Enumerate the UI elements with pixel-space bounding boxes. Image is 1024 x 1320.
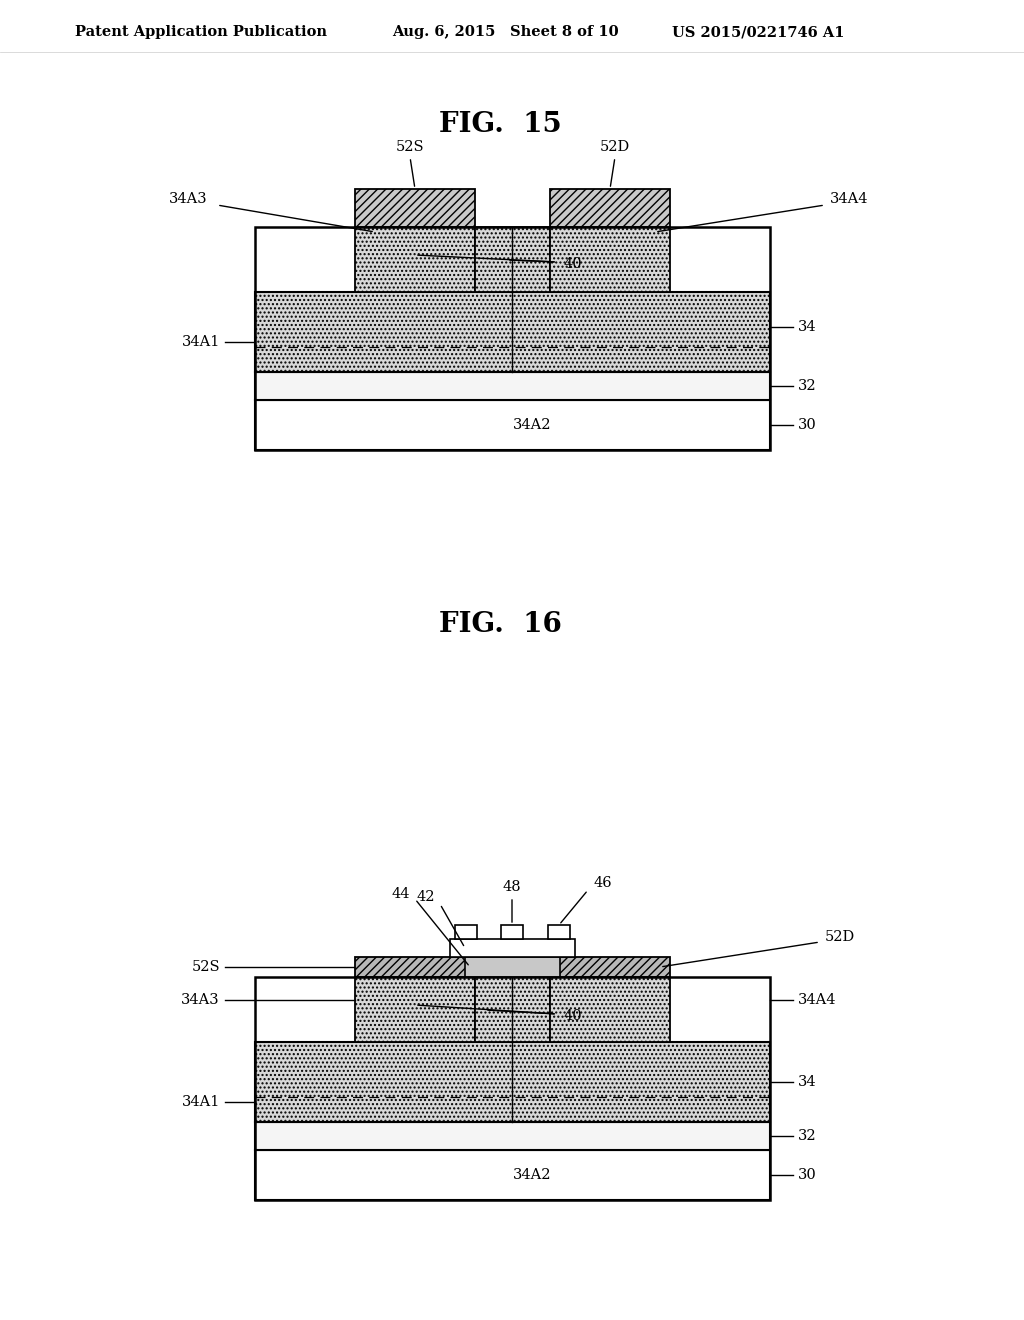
Bar [255, 1122, 770, 1150]
Bar [355, 227, 475, 292]
Bar [255, 400, 770, 450]
Bar [550, 957, 670, 977]
Bar [550, 227, 670, 292]
Text: 48: 48 [503, 880, 521, 894]
Text: 34: 34 [798, 319, 816, 334]
Text: 34A2: 34A2 [513, 1168, 551, 1181]
Bar [355, 189, 475, 227]
Text: FIG.  15: FIG. 15 [438, 111, 561, 139]
Text: 34: 34 [798, 1074, 816, 1089]
Text: 52S: 52S [395, 140, 424, 154]
Text: 34A1: 34A1 [181, 1096, 220, 1109]
Bar [450, 939, 575, 957]
Text: 34A3: 34A3 [181, 993, 220, 1007]
Text: 34A4: 34A4 [798, 993, 837, 1007]
Bar [455, 925, 477, 939]
Text: 52S: 52S [191, 960, 220, 974]
Text: 34A2: 34A2 [513, 418, 551, 432]
Text: 40: 40 [564, 257, 583, 271]
Text: 32: 32 [798, 379, 816, 393]
Bar [475, 227, 550, 292]
Bar [255, 1041, 770, 1122]
Bar [255, 372, 770, 400]
Text: 42: 42 [417, 890, 435, 904]
Text: 30: 30 [798, 418, 817, 432]
Text: 40: 40 [564, 1008, 583, 1023]
Bar [355, 977, 475, 1041]
Text: 34A3: 34A3 [168, 191, 207, 206]
Bar [550, 977, 670, 1041]
Text: US 2015/0221746 A1: US 2015/0221746 A1 [672, 25, 845, 40]
Bar [255, 1150, 770, 1200]
Text: 44: 44 [391, 887, 410, 902]
Bar [255, 977, 770, 1200]
Bar [255, 292, 770, 372]
Text: Sheet 8 of 10: Sheet 8 of 10 [510, 25, 618, 40]
Text: FIG.  16: FIG. 16 [438, 611, 561, 639]
Text: 34A4: 34A4 [830, 191, 868, 206]
Bar [355, 957, 475, 977]
Text: Aug. 6, 2015: Aug. 6, 2015 [392, 25, 496, 40]
Text: 46: 46 [593, 876, 611, 890]
Text: 52D: 52D [825, 931, 855, 944]
Bar [475, 977, 550, 1041]
Text: 52D: 52D [600, 140, 630, 154]
Text: 32: 32 [798, 1129, 816, 1143]
Text: Patent Application Publication: Patent Application Publication [75, 25, 327, 40]
Text: 34A1: 34A1 [181, 335, 220, 348]
Text: 30: 30 [798, 1168, 817, 1181]
Bar [501, 925, 523, 939]
Bar [550, 189, 670, 227]
Bar [465, 957, 560, 977]
Bar [548, 925, 570, 939]
Bar [255, 227, 770, 450]
